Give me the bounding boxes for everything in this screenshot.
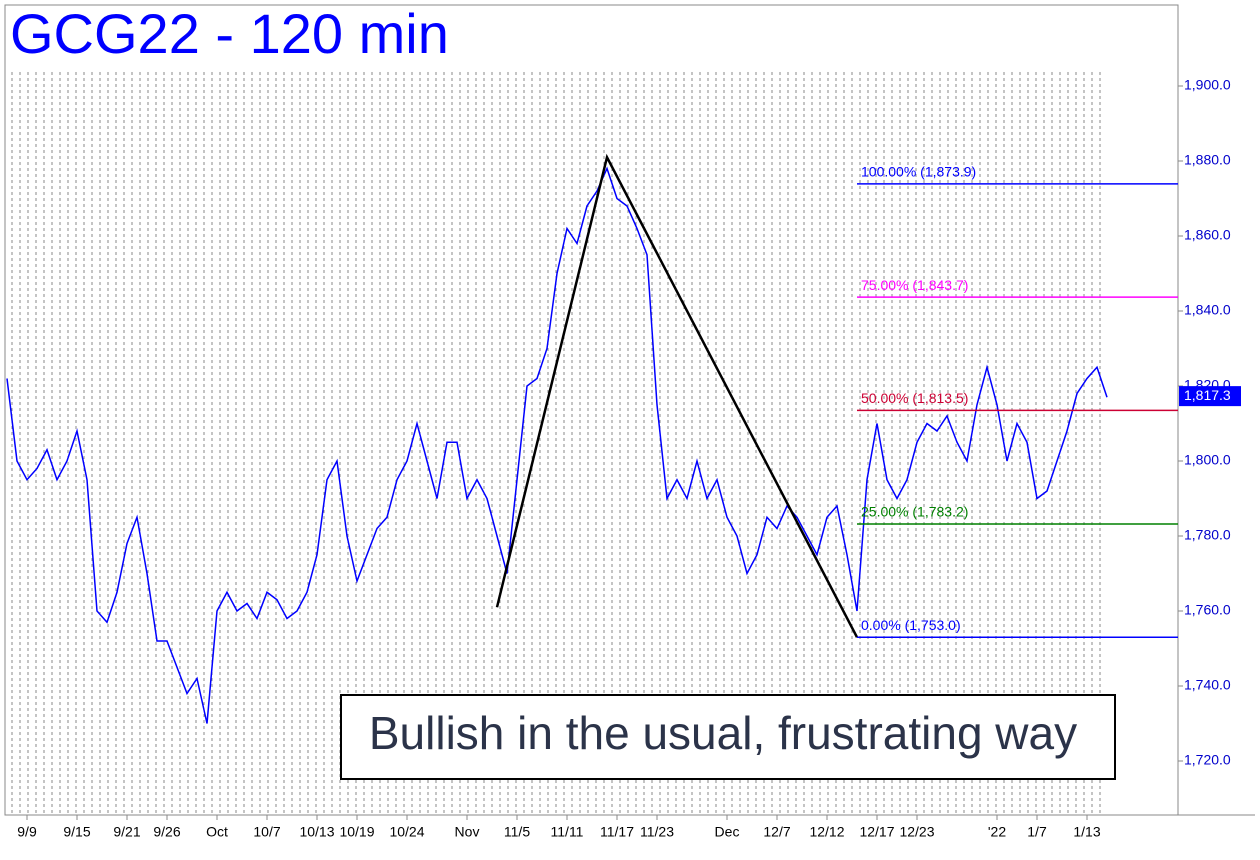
fib-label: 25.00% (1,783.2) — [861, 504, 968, 520]
x-tick-label: 12/17 — [859, 824, 894, 840]
chart-title: GCG22 - 120 min — [10, 2, 449, 65]
y-tick-label: 1,900.0 — [1184, 77, 1231, 93]
pivot-line — [495, 153, 859, 638]
annotation: Bullish in the usual, frustrating way — [369, 707, 1077, 759]
x-tick-label: 1/7 — [1027, 824, 1047, 840]
x-tick-label: 11/23 — [640, 824, 674, 840]
y-tick-label: 1,880.0 — [1184, 152, 1231, 168]
y-tick-label: 1,840.0 — [1184, 302, 1231, 318]
x-tick-label: 10/13 — [299, 824, 334, 840]
x-tick-label: Oct — [206, 824, 228, 840]
last-price-label: 1,817.3 — [1184, 387, 1231, 403]
fib-label: 0.00% (1,753.0) — [861, 617, 961, 633]
price-line — [6, 166, 1108, 724]
y-tick-label: 1,800.0 — [1184, 452, 1231, 468]
x-tick-label: 9/15 — [63, 824, 90, 840]
x-tick-label: 12/12 — [809, 824, 844, 840]
y-tick-label: 1,760.0 — [1184, 602, 1231, 618]
y-tick-label: 1,860.0 — [1184, 227, 1231, 243]
plot: 1,720.01,740.01,760.01,780.01,800.01,820… — [6, 77, 1241, 840]
x-tick-label: 9/26 — [153, 824, 180, 840]
x-tick-label: 10/19 — [339, 824, 374, 840]
x-tick-label: 10/24 — [389, 824, 424, 840]
x-tick-label: 12/23 — [899, 824, 934, 840]
x-tick-label: Nov — [455, 824, 480, 840]
x-tick-label: '22 — [988, 824, 1006, 840]
y-tick-label: 1,740.0 — [1184, 677, 1231, 693]
x-tick-label: 9/21 — [113, 824, 140, 840]
x-tick-label: 11/11 — [551, 824, 584, 840]
x-tick-label: Dec — [715, 824, 740, 840]
y-tick-label: 1,780.0 — [1184, 527, 1231, 543]
x-tick-label: 1/13 — [1073, 824, 1100, 840]
fib-label: 75.00% (1,843.7) — [861, 277, 968, 293]
y-tick-label: 1,720.0 — [1184, 752, 1231, 768]
fib-label: 50.00% (1,813.5) — [861, 390, 968, 406]
x-tick-label: 9/9 — [17, 824, 37, 840]
annotation-box — [340, 694, 1116, 780]
fib-label: 100.00% (1,873.9) — [861, 164, 976, 180]
x-tick-label: 11/5 — [504, 824, 530, 840]
last-price-box — [1179, 386, 1241, 407]
x-tick-label: 12/7 — [763, 824, 790, 840]
x-tick-label: 11/17 — [600, 824, 634, 840]
x-tick-label: 10/7 — [253, 824, 280, 840]
